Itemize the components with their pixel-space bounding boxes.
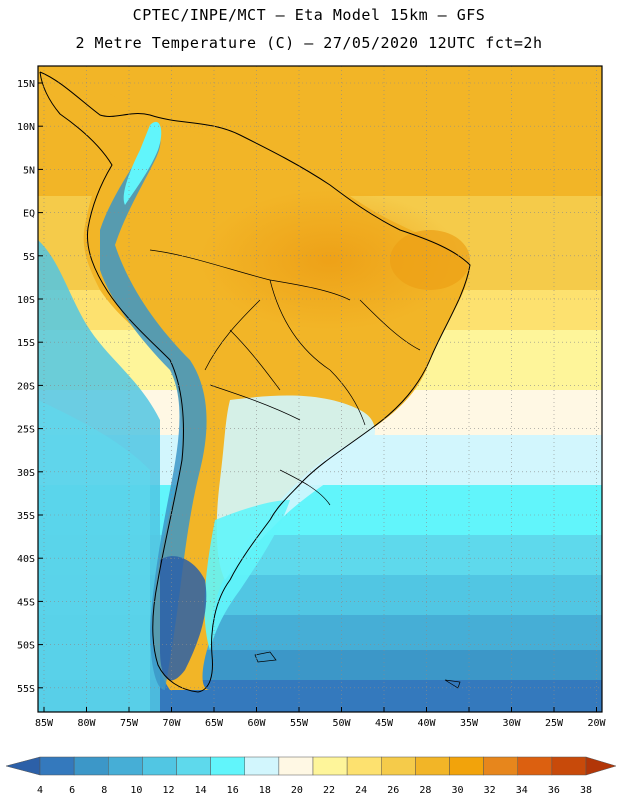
lon-label: 45W [375, 718, 394, 729]
legend-swatch [312, 756, 348, 776]
lat-label: EQ [23, 209, 35, 220]
lat-label: 5N [23, 165, 35, 176]
pacific-cool-water-south [38, 400, 150, 712]
lon-label: 80W [77, 718, 96, 729]
lat-label: 10N [17, 122, 35, 133]
lon-label: 35W [460, 718, 479, 729]
legend-value: 36 [548, 785, 560, 796]
lat-label: 55S [17, 684, 35, 695]
legend-arrow-left [5, 756, 41, 776]
map-title: CPTEC/INPE/MCT – Eta Model 15km – GFS [132, 6, 486, 24]
legend-swatch [517, 756, 553, 776]
lon-label: 50W [332, 718, 351, 729]
legend-swatch [142, 756, 177, 776]
amazon-hot-region [200, 190, 460, 330]
legend-swatch [381, 756, 416, 776]
legend-swatch [39, 756, 75, 776]
lat-label: 35S [17, 511, 35, 522]
legend-value: 28 [419, 785, 431, 796]
lat-label: 50S [17, 641, 35, 652]
legend-swatch [176, 756, 211, 776]
map-subtitle: 2 Metre Temperature (C) – 27/05/2020 12U… [75, 34, 543, 52]
legend-value: 22 [323, 785, 335, 796]
patagonia-cool [204, 500, 290, 650]
legend-value: 24 [355, 785, 367, 796]
lon-label: 40W [417, 718, 436, 729]
legend-value: 30 [452, 785, 464, 796]
lon-label: 75W [120, 718, 139, 729]
lon-label: 65W [205, 718, 224, 729]
legend-value: 20 [291, 785, 303, 796]
lon-label: 30W [502, 718, 521, 729]
map-panel [38, 66, 602, 712]
color-legend: 4 6 8 10 12 14 16 18 20 22 24 26 28 30 32 34 36 38 [5, 756, 617, 796]
longitude-labels: 85W 80W 75W 70W 65W 60W 55W 50W 45W 40W 35W 30W 25W 2… [35, 707, 607, 729]
legend-swatch [244, 756, 280, 776]
legend-swatch [73, 756, 109, 776]
lon-label: 60W [247, 718, 266, 729]
lat-label: 30S [17, 468, 35, 479]
legend-swatch [108, 756, 143, 776]
legend-value: 8 [101, 785, 107, 796]
lat-label: 45S [17, 597, 35, 608]
lat-label: 20S [17, 381, 35, 392]
coastline [39, 71, 471, 693]
legend-value: 12 [162, 785, 174, 796]
map-frame [37, 65, 603, 713]
lon-label: 85W [35, 718, 54, 729]
lat-label: 15S [17, 338, 35, 349]
legend-arrow-right [585, 756, 617, 776]
lat-label: 25S [17, 425, 35, 436]
patagonia-cold [160, 556, 207, 681]
andes-cold [100, 136, 207, 690]
legend-value: 14 [195, 785, 207, 796]
lat-label: 15N [17, 79, 35, 90]
northeast-hot-region [390, 230, 470, 290]
legend-swatch [210, 756, 245, 776]
legend-value: 34 [516, 785, 528, 796]
colombia-andes [123, 121, 162, 205]
lat-label: 40S [17, 554, 35, 565]
islands [254, 651, 461, 689]
legend-swatch [415, 756, 450, 776]
legend-swatch [346, 756, 382, 776]
lon-label: 55W [290, 718, 309, 729]
legend-value: 18 [259, 785, 271, 796]
legend-swatch [449, 756, 484, 776]
lat-label: 5S [23, 252, 35, 263]
legend-value: 32 [484, 785, 496, 796]
lat-label: 10S [17, 295, 35, 306]
country-borders [149, 249, 421, 506]
lon-label: 20W [587, 718, 606, 729]
legend-swatch [551, 756, 587, 776]
legend-value: 6 [69, 785, 75, 796]
latitude-labels: 15N 10N 5N EQ 5S 10S 15S 20S 25S 30S 35S 40S 45S 50S 5… [17, 79, 43, 695]
lon-label: 25W [545, 718, 564, 729]
legend-value: 26 [387, 785, 399, 796]
legend-value: 10 [130, 785, 142, 796]
legend-swatch [278, 756, 314, 776]
legend-value: 16 [227, 785, 239, 796]
legend-value: 38 [580, 785, 592, 796]
legend-value: 4 [37, 785, 43, 796]
legend-swatch [483, 756, 518, 776]
lon-label: 70W [162, 718, 181, 729]
